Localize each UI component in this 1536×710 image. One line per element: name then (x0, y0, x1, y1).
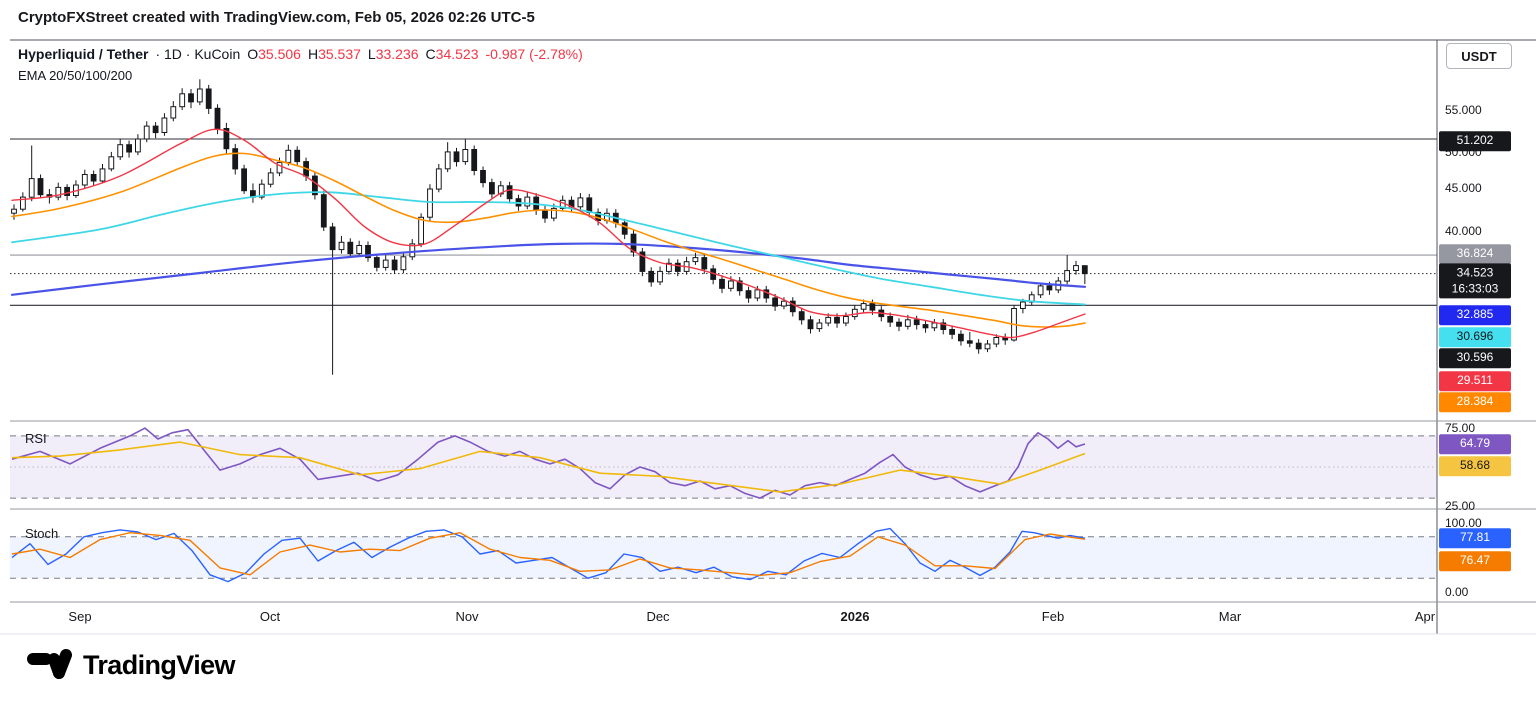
axis-tick-40.000: 40.000 (1445, 224, 1482, 238)
axis-tick-25.00: 25.00 (1445, 499, 1476, 513)
attribution-text: CryptoFXStreet created with TradingView.… (18, 9, 535, 26)
time-label-Oct: Oct (259, 609, 281, 624)
countdown-timer: 16:33:03 (1451, 281, 1499, 295)
stoch-label[interactable]: Stoch (25, 526, 59, 541)
high-value: H35.537 (307, 46, 361, 62)
time-label-Apr: Apr (1414, 609, 1436, 624)
ema-legend[interactable]: EMA 20/50/100/200 (18, 68, 133, 83)
time-axis[interactable]: Sep Oct Nov Dec 2026 Feb Mar Apr (0, 603, 1536, 634)
axis-badge-76.47: 76.47 (1439, 551, 1511, 571)
time-label-Dec: Dec (646, 609, 670, 624)
axis-badge-58.68: 58.68 (1439, 456, 1511, 476)
close-value: C34.523 (425, 46, 479, 62)
axis-tick-0.00: 0.00 (1445, 585, 1469, 599)
axis-badge-29.511: 29.511 (1439, 371, 1511, 391)
axis-badge-77.81: 77.81 (1439, 528, 1511, 548)
axis-badge-51.202: 51.202 (1439, 131, 1511, 151)
symbol-name[interactable]: Hyperliquid / Tether (18, 46, 149, 62)
symbol-legend: Hyperliquid / Tether · 1D · KuCoin O35.5… (18, 46, 583, 83)
axis-badge-36.824: 36.824 (1439, 244, 1511, 264)
currency-selector[interactable]: USDT (1446, 43, 1512, 69)
axis-tick-45.000: 45.000 (1445, 181, 1482, 195)
low-value: L33.236 (367, 46, 419, 62)
tradingview-logo-icon (27, 649, 72, 679)
tradingview-wordmark: TradingView (83, 649, 236, 680)
time-label-Sep: Sep (68, 609, 92, 624)
axis-tick-100.00: 100.00 (1445, 516, 1482, 530)
axis-badge-30.596: 30.596 (1439, 348, 1511, 368)
axis-badge-28.384: 28.384 (1439, 392, 1511, 412)
axis-badge-30.696: 30.696 (1439, 327, 1511, 347)
axis-tick-55.000: 55.000 (1445, 103, 1482, 117)
symbol-meta: · 1D · KuCoin (155, 46, 241, 62)
rsi-label[interactable]: RSI (25, 431, 47, 446)
time-label-2026: 2026 (840, 609, 870, 624)
price-axis[interactable]: 55.000 50.000 45.000 40.000 75.00 25.00 100.00… (1437, 40, 1536, 634)
ohlc-row: Hyperliquid / Tether · 1D · KuCoin O35.5… (18, 46, 583, 62)
change-value: -0.987 (-2.78%) (485, 46, 583, 62)
axis-tick-75.00: 75.00 (1445, 421, 1476, 435)
time-label-Mar: Mar (1218, 609, 1242, 624)
attribution-bar: CryptoFXStreet created with TradingView.… (18, 9, 535, 26)
footer-brand[interactable]: TradingView (26, 648, 236, 682)
open-value: O35.506 (247, 46, 301, 62)
axis-badge-34.523: 34.523 16:33:03 (1439, 263, 1511, 299)
time-label-Feb: Feb (1041, 609, 1065, 624)
axis-badge-32.885: 32.885 (1439, 305, 1511, 325)
time-label-Nov: Nov (455, 609, 479, 624)
axis-badge-64.79: 64.79 (1439, 434, 1511, 454)
